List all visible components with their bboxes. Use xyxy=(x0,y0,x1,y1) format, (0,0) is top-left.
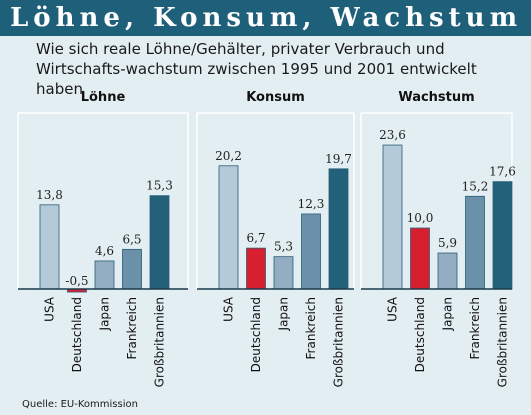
category-label-wachstum-0: USA xyxy=(386,296,400,322)
chart-subtitle: Wie sich reale Löhne/Gehälter, privater … xyxy=(36,40,477,98)
category-label-l-hne-2: Japan xyxy=(98,297,112,331)
bar-konsum-0 xyxy=(218,165,239,290)
bar-wachstum-0 xyxy=(382,144,403,290)
panel-title-konsum: Konsum xyxy=(246,90,305,105)
source-note: Quelle: EU-Kommission xyxy=(22,399,138,410)
bar-wachstum-4 xyxy=(492,181,513,290)
bar-wachstum-1 xyxy=(410,227,430,290)
category-label-konsum-4: Großbritannien xyxy=(332,297,346,387)
category-label-l-hne-3: Frankreich xyxy=(125,297,139,359)
chart-title: Löhne, Konsum, Wachstum xyxy=(10,3,523,33)
category-label-wachstum-2: Japan xyxy=(441,297,455,331)
category-label-konsum-3: Frankreich xyxy=(304,297,318,359)
panel-title-l-hne: Löhne xyxy=(81,90,126,105)
value-label-wachstum-3: 15,2 xyxy=(462,179,489,193)
value-label-konsum-2: 5,3 xyxy=(274,240,293,254)
bar-l-hne-3 xyxy=(122,248,142,290)
category-label-konsum-2: Japan xyxy=(277,297,291,331)
bar-konsum-2 xyxy=(273,256,294,290)
category-label-konsum-0: USA xyxy=(222,296,236,322)
value-label-konsum-3: 12,3 xyxy=(298,197,325,211)
category-label-konsum-1: Deutschland xyxy=(249,297,263,372)
value-label-wachstum-4: 17,6 xyxy=(489,165,516,179)
panel-title-wachstum: Wachstum xyxy=(398,90,474,105)
value-label-wachstum-0: 23,6 xyxy=(379,128,406,142)
bar-l-hne-2 xyxy=(94,260,115,290)
category-label-l-hne-1: Deutschland xyxy=(70,297,84,372)
bar-konsum-1 xyxy=(246,247,266,290)
value-label-l-hne-4: 15,3 xyxy=(146,179,173,193)
bar-l-hne-0 xyxy=(39,204,60,290)
value-label-konsum-0: 20,2 xyxy=(215,149,242,163)
bar-wachstum-2 xyxy=(437,252,458,290)
category-label-l-hne-4: Großbritannien xyxy=(153,297,167,387)
value-label-l-hne-0: 13,8 xyxy=(36,188,63,202)
category-label-wachstum-4: Großbritannien xyxy=(496,297,510,387)
category-label-wachstum-1: Deutschland xyxy=(413,297,427,372)
value-label-l-hne-1: -0,5 xyxy=(65,274,88,288)
value-label-konsum-4: 19,7 xyxy=(325,152,352,166)
value-label-konsum-1: 6,7 xyxy=(246,231,265,245)
value-label-wachstum-2: 5,9 xyxy=(438,236,457,250)
value-label-l-hne-2: 4,6 xyxy=(95,244,114,258)
bar-konsum-3 xyxy=(301,213,321,290)
category-label-l-hne-0: USA xyxy=(43,296,57,322)
title-banner xyxy=(0,0,531,36)
value-label-l-hne-3: 6,5 xyxy=(122,232,141,246)
bar-konsum-4 xyxy=(328,168,349,290)
value-label-wachstum-1: 10,0 xyxy=(407,211,434,225)
bar-l-hne-4 xyxy=(149,195,170,290)
bar-wachstum-3 xyxy=(465,195,485,290)
category-label-wachstum-3: Frankreich xyxy=(468,297,482,359)
